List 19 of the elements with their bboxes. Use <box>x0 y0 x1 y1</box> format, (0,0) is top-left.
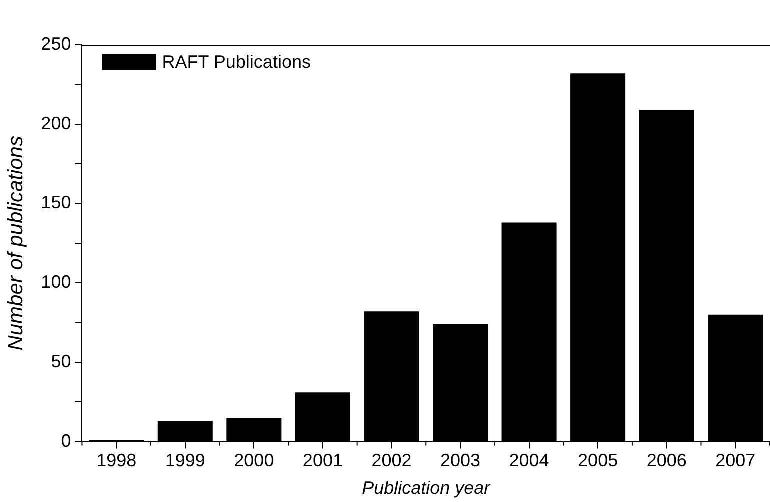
x-tick-label: 2007 <box>716 450 756 471</box>
x-tick-label: 2003 <box>440 450 481 471</box>
x-tick-label: 2004 <box>509 450 550 471</box>
x-tick-label: 1998 <box>96 450 137 471</box>
x-tick-label: 2005 <box>578 450 618 471</box>
x-axis-title: Publication year <box>362 478 492 498</box>
x-tick-label: 2001 <box>302 450 343 471</box>
y-tick-label: 0 <box>61 430 72 451</box>
x-tick-label: 2002 <box>372 450 412 471</box>
x-tick-label: 2006 <box>646 450 687 471</box>
x-tick-label: 2000 <box>234 450 274 471</box>
y-tick-label: 150 <box>41 192 72 213</box>
y-axis-title: Number of publications <box>4 136 28 351</box>
legend-label: RAFT Publications <box>162 52 311 72</box>
y-tick-label: 100 <box>41 272 72 292</box>
y-tick-label: 200 <box>41 113 72 134</box>
y-tick-label: 250 <box>41 34 72 54</box>
x-tick-label: 1999 <box>165 450 206 471</box>
y-tick-label: 50 <box>51 351 72 372</box>
